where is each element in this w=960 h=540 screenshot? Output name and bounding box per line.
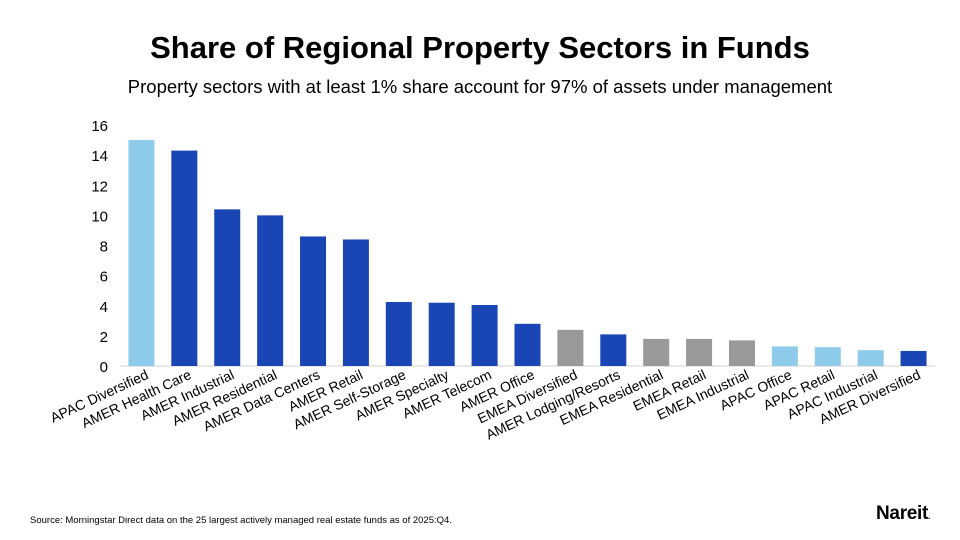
bar [557, 329, 584, 366]
y-tick-label: 0 [100, 359, 108, 376]
logo-text: Nareit [876, 503, 929, 524]
y-tick-label: 16 [91, 118, 108, 135]
bar [643, 338, 670, 366]
bar [342, 239, 369, 366]
y-tick-label: 14 [91, 148, 108, 165]
bar [900, 350, 927, 366]
chart-title: Share of Regional Property Sectors in Fu… [150, 30, 810, 65]
bar [857, 350, 884, 366]
bar [814, 347, 841, 366]
bar [728, 340, 755, 366]
y-tick-label: 12 [91, 178, 108, 195]
y-tick-label: 2 [100, 329, 108, 346]
y-tick-label: 6 [100, 269, 108, 286]
bar [300, 236, 327, 366]
bar [128, 140, 155, 366]
bar [214, 209, 241, 366]
bar [686, 338, 713, 366]
chart-subtitle: Property sectors with at least 1% share … [127, 76, 833, 97]
bar [771, 346, 798, 366]
y-tick-label: 8 [100, 239, 108, 256]
bar [428, 302, 455, 366]
bar [385, 301, 412, 366]
source-note: Source: Morningstar Direct data on the 2… [30, 515, 452, 526]
bar [257, 215, 284, 366]
y-tick-label: 10 [91, 208, 108, 225]
nareit-logo: Nareit. [876, 503, 930, 524]
bar [514, 323, 541, 366]
y-tick-label: 4 [100, 299, 108, 316]
bar [171, 150, 198, 366]
bar [600, 334, 627, 366]
bar [471, 304, 498, 366]
